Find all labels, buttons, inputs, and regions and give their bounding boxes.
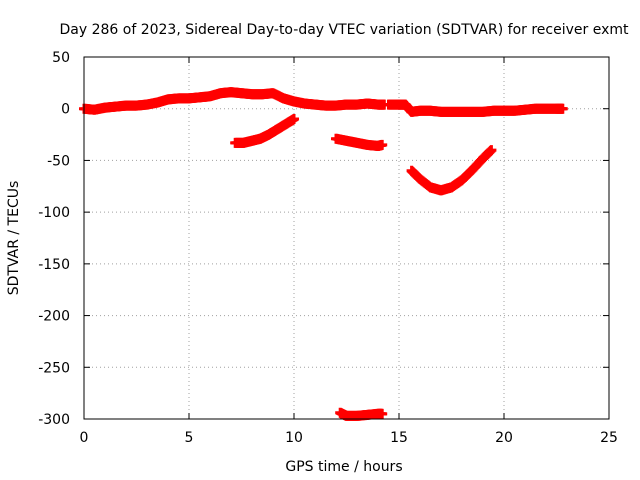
data-point [289, 114, 299, 125]
series-arc-5 [406, 145, 497, 196]
x-tick-label: 10 [285, 430, 303, 446]
data-points [79, 87, 568, 421]
chart-title: Day 286 of 2023, Sidereal Day-to-day VTE… [60, 22, 630, 38]
y-tick-label: 50 [52, 50, 70, 66]
y-tick-label: -150 [38, 257, 70, 273]
data-point [486, 145, 497, 156]
x-tick-label: 15 [390, 430, 408, 446]
series-arc-3 [331, 133, 388, 151]
plot-frame [83, 56, 610, 420]
data-point [377, 139, 388, 150]
y-tick-label: -200 [38, 309, 70, 325]
x-tick-label: 20 [495, 430, 513, 446]
x-tick-label: 25 [600, 430, 618, 446]
y-tick-label: -50 [47, 153, 70, 169]
series-arc-4 [383, 99, 568, 117]
y-tick-label: -100 [38, 205, 70, 221]
tick-labels: 0 5 10 15 20 25 50 0 -50 -100 -150 -200 -250 -300 [38, 50, 618, 446]
data-point [557, 103, 568, 114]
data-point [377, 408, 388, 419]
x-tick-label: 5 [185, 430, 194, 446]
x-axis-label: GPS time / hours [285, 459, 402, 475]
series-arc-1 [79, 87, 390, 115]
x-tick-label: 0 [80, 430, 89, 446]
y-tick-label: 0 [61, 102, 70, 118]
series-arc-2 [230, 114, 299, 148]
y-axis-label: SDTVAR / TECUs [6, 181, 22, 296]
y-tick-label: -250 [38, 360, 70, 376]
y-tick-label: -300 [38, 412, 70, 428]
